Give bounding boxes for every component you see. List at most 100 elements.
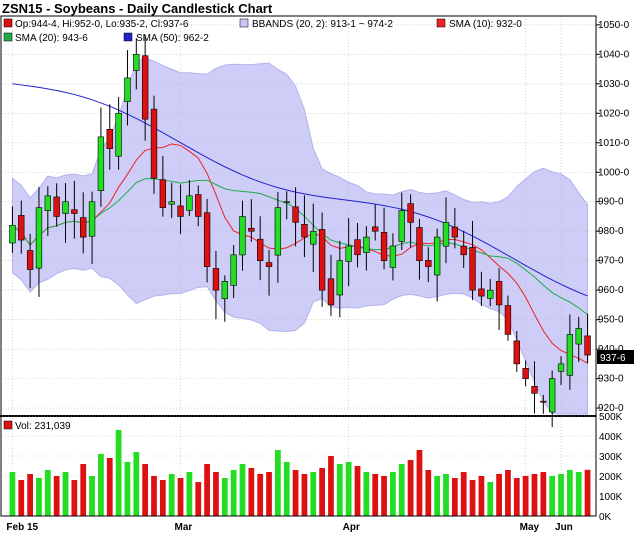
price-tick-label: 1050-0 bbox=[598, 20, 630, 31]
time-tick-label: Mar bbox=[175, 522, 193, 533]
bollinger-band-layer bbox=[11, 57, 589, 415]
price-tick-label: 980-0 bbox=[598, 226, 624, 237]
volume-bar bbox=[213, 472, 219, 516]
price-tick-label: 960-0 bbox=[598, 285, 624, 296]
volume-bar bbox=[336, 464, 343, 516]
volume-bar bbox=[186, 472, 193, 516]
volume-bar bbox=[549, 476, 556, 516]
volume-tick-label: 0K bbox=[599, 512, 612, 523]
volume-bar bbox=[540, 472, 547, 516]
candle-body bbox=[487, 289, 494, 299]
legend-volume-swatch bbox=[3, 420, 13, 430]
candle-body bbox=[575, 328, 582, 345]
volume-bar bbox=[372, 474, 379, 516]
candle-body bbox=[292, 206, 299, 223]
sma10-line bbox=[12, 143, 588, 364]
candle-body bbox=[18, 215, 25, 241]
candle-body bbox=[310, 230, 317, 245]
candle-body bbox=[398, 210, 405, 242]
volume-bar bbox=[248, 468, 255, 516]
price-tick-label: 970-0 bbox=[598, 256, 624, 267]
legend-ohlc-swatch bbox=[3, 18, 13, 28]
legend-volume: Vol: 231,039 bbox=[15, 421, 71, 432]
legend-bbands-swatch bbox=[239, 18, 249, 28]
candle-body bbox=[451, 226, 459, 238]
volume-bar bbox=[354, 466, 361, 516]
candle-body bbox=[522, 368, 529, 379]
volume-bar bbox=[230, 470, 237, 516]
volume-bar bbox=[275, 450, 281, 516]
last-price-label: 937-6 bbox=[600, 353, 626, 364]
candle-body bbox=[177, 205, 184, 217]
candle-body bbox=[389, 245, 397, 268]
legend-sma10: SMA (10): 932-0 bbox=[449, 19, 522, 30]
candles-layer bbox=[9, 34, 591, 428]
volume-bar bbox=[531, 474, 538, 516]
moving-average-layer bbox=[12, 83, 588, 364]
volume-bar bbox=[283, 462, 290, 516]
candle-body bbox=[531, 385, 538, 394]
volume-tick-label: 300K bbox=[599, 452, 623, 463]
legend-ohlc: Op:944-4, Hi:952-0, Lo:935-2, Cl:937-6 bbox=[15, 19, 189, 30]
volume-bar bbox=[496, 474, 502, 516]
price-tick-label: 920-0 bbox=[598, 403, 624, 414]
volume-bar bbox=[159, 480, 166, 516]
candle-body bbox=[318, 229, 326, 291]
sma50-line bbox=[12, 83, 588, 297]
volume-tick-label: 100K bbox=[599, 492, 623, 503]
volume-bar bbox=[266, 472, 272, 516]
candle-body bbox=[195, 194, 202, 217]
volume-bar bbox=[451, 478, 458, 516]
volume-bar bbox=[443, 474, 449, 516]
candle-body bbox=[549, 378, 556, 413]
candle-body bbox=[265, 262, 273, 267]
legend-sma10-swatch bbox=[436, 18, 446, 28]
volume-bar bbox=[478, 476, 485, 516]
volume-bar bbox=[168, 474, 175, 516]
volume-bar bbox=[310, 472, 317, 516]
candle-body bbox=[363, 236, 370, 253]
candle-body bbox=[557, 363, 565, 372]
volume-bar bbox=[89, 476, 95, 516]
candle-body bbox=[416, 227, 423, 261]
price-tick-label: 940-0 bbox=[598, 344, 624, 355]
price-tick-label: 950-0 bbox=[598, 315, 624, 326]
candle-body bbox=[35, 207, 43, 269]
time-tick-label: Feb 15 bbox=[6, 522, 38, 533]
volume-bar bbox=[151, 476, 157, 516]
candle-body bbox=[425, 260, 432, 267]
candle-body bbox=[248, 227, 255, 232]
candle-body bbox=[584, 335, 591, 356]
candle-body bbox=[150, 108, 158, 179]
volume-bar bbox=[390, 472, 396, 516]
volume-bar bbox=[36, 478, 42, 516]
price-tick-label: 1030-0 bbox=[598, 79, 630, 90]
volume-bar bbox=[98, 454, 104, 516]
volume-bar bbox=[106, 458, 113, 516]
chart-title: ZSN15 - Soybeans - Daily Candlestick Cha… bbox=[2, 1, 273, 16]
volume-bar bbox=[345, 462, 352, 516]
volume-bar bbox=[319, 468, 325, 516]
volume-bar bbox=[257, 474, 264, 516]
candle-body bbox=[141, 55, 149, 120]
candle-body bbox=[186, 195, 193, 211]
price-tick-label: 930-0 bbox=[598, 374, 624, 385]
volume-bar bbox=[558, 474, 564, 516]
candle-body bbox=[62, 201, 69, 214]
bollinger-band bbox=[11, 57, 589, 415]
legend-bbands: BBANDS (20, 2): 913-1 ~ 974-2 bbox=[252, 19, 393, 30]
candle-body bbox=[478, 288, 485, 297]
candle-body bbox=[44, 195, 51, 211]
volume-tick-label: 200K bbox=[599, 472, 623, 483]
volume-bar bbox=[62, 472, 69, 516]
volume-bar bbox=[124, 462, 131, 516]
time-tick-label: Jun bbox=[555, 522, 573, 533]
price-tick-label: 1000-0 bbox=[598, 167, 630, 178]
legend-sma50: SMA (50): 962-2 bbox=[136, 33, 209, 44]
candle-body bbox=[336, 260, 343, 296]
candle-body bbox=[460, 245, 467, 256]
volume-bar bbox=[425, 470, 432, 516]
candle-body bbox=[212, 268, 220, 291]
volume-tick-label: 500K bbox=[599, 412, 623, 423]
